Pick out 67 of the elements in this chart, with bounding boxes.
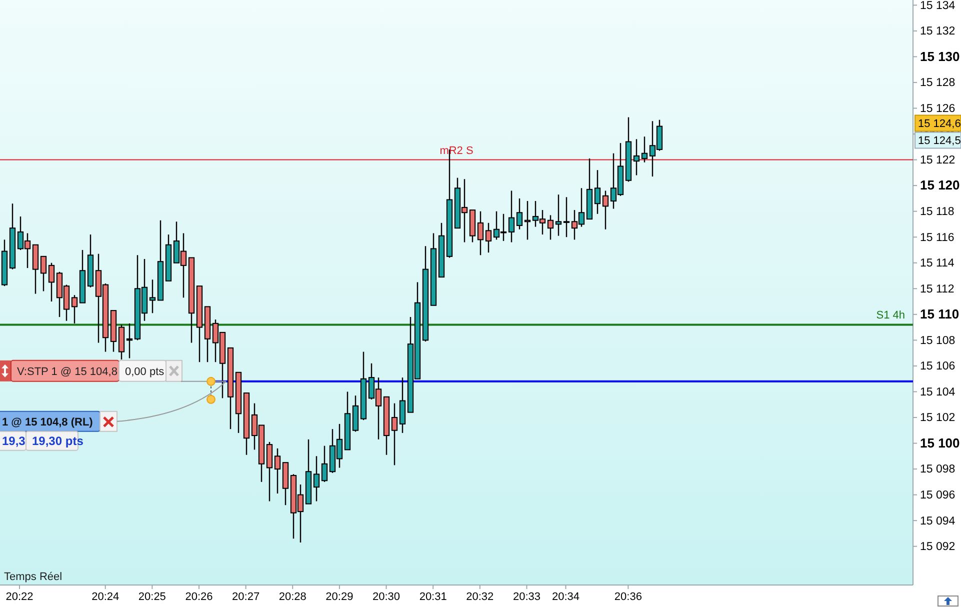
y-tick-label: 15 120 (920, 178, 960, 193)
y-tick-label: 15 092 (920, 541, 956, 554)
x-tick-label: 20:29 (326, 590, 354, 603)
candlestick (391, 402, 398, 466)
y-tick-label: 15 104 (920, 386, 956, 398)
y-tick-label: 15 102 (920, 412, 956, 424)
y-tick-label: 15 122 (920, 154, 956, 166)
candlestick (563, 196, 570, 238)
y-tick-label: 15 106 (920, 360, 956, 373)
y-tick-label: 15 112 (920, 283, 954, 296)
candlestick (266, 441, 273, 502)
annotation: 0,00 pts (125, 366, 165, 378)
y-tick-label: 15 134 (920, 0, 956, 12)
y-tick-label: 15 110 (920, 306, 960, 322)
y-tick-label: 15 114 (920, 258, 955, 270)
candlestick (71, 294, 78, 324)
x-tick-label: 20:34 (552, 590, 580, 603)
candlestick (477, 210, 484, 256)
y-tick-label: 15 108 (920, 334, 956, 347)
candlestick (633, 138, 640, 176)
x-tick-label: 20:22 (6, 590, 34, 603)
candlestick (524, 200, 531, 240)
candlestick (126, 322, 133, 359)
annotation: 1 @ 15 104,8 (RL) (2, 416, 94, 428)
candlestick (641, 136, 648, 163)
candlestick (48, 262, 55, 302)
annotation: Temps Réel (4, 571, 62, 583)
y-tick-label: 15 116 (920, 232, 954, 244)
text: 15 124,5 (918, 135, 961, 148)
x-tick-label: 20:30 (372, 590, 400, 603)
candlestick (149, 279, 156, 314)
y-tick-label: 15 100 (920, 435, 960, 450)
y-tick-label: 15 096 (920, 489, 956, 502)
candlestick (555, 194, 562, 236)
x-tick-label: 20:24 (92, 590, 120, 603)
candlestick (594, 169, 601, 214)
candlestick (274, 448, 281, 494)
x-tick-label: 20:36 (614, 590, 642, 603)
candlestick (313, 456, 320, 502)
x-tick-label: 20:28 (278, 590, 306, 603)
candlestick (321, 445, 328, 483)
candlestick (602, 190, 609, 230)
candlestick (547, 214, 554, 240)
x-tick-label: 20:27 (232, 590, 260, 603)
text: 15 124,6 (918, 118, 961, 130)
y-tick-label: 15 132 (920, 26, 956, 38)
ref-line-label: S1 4h (876, 310, 905, 322)
x-tick-label: 20:25 (138, 590, 166, 603)
annotation: V:STP 1 @ 15 104,8 (17, 366, 118, 378)
y-tick-label: 15 094 (920, 515, 956, 528)
y-tick-label: 15 130 (920, 48, 960, 64)
candlestick (485, 222, 492, 254)
y-tick-label: 15 126 (920, 102, 956, 115)
x-tick-label: 20:32 (466, 590, 494, 603)
annotation: 19,3 (2, 434, 26, 448)
x-tick-label: 20:33 (512, 590, 540, 603)
candlestick (516, 198, 523, 230)
y-tick-label: 15 118 (920, 206, 954, 218)
y-tick-label: 15 098 (920, 464, 956, 476)
x-tick-label: 20:26 (185, 590, 213, 603)
x-tick-label: 20:31 (419, 590, 447, 603)
candlestick (508, 190, 515, 243)
annotation: 19,30 pts (32, 434, 84, 448)
candlestick (40, 256, 47, 292)
candlestick (399, 376, 406, 434)
y-tick-label: 15 128 (920, 77, 956, 90)
ref-line-label: mR2 S (440, 144, 474, 157)
